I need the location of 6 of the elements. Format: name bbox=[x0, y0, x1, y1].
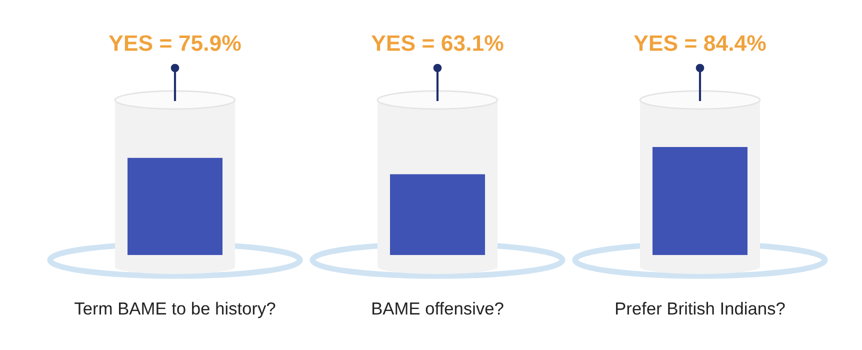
x-tick-label: Prefer British Indians? bbox=[616, 302, 785, 315]
x-tick-label: Term BAME to be history? bbox=[74, 302, 276, 318]
data-label: YES = 84.4% bbox=[634, 35, 766, 51]
x-tick-label: BAME offensive? bbox=[372, 302, 504, 315]
data-label: YES = 63.1% bbox=[371, 35, 504, 51]
data-label: YES = 75.9% bbox=[108, 35, 241, 51]
